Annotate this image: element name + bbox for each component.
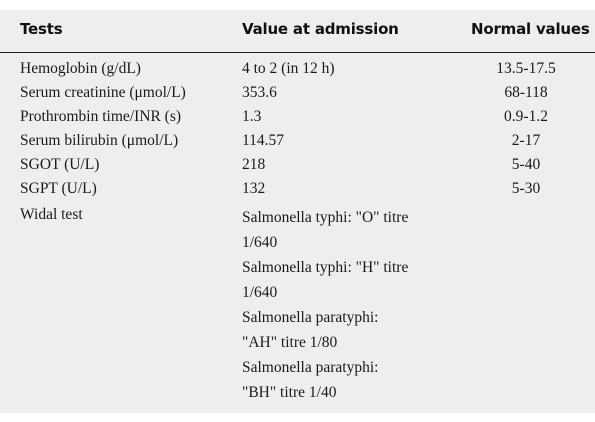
row-sgot-normal: 5-40: [511, 156, 541, 173]
row-sgot-value: 218: [242, 156, 266, 173]
widal-line: "AH" titre 1/80: [242, 334, 338, 351]
row-hemoglobin-value: 4 to 2 (in 12 h): [242, 60, 335, 77]
widal-line: "BH" titre 1/40: [242, 384, 337, 401]
row-sgpt-value: 132: [242, 180, 266, 197]
row-prothrombin-test: Prothrombin time/INR (s): [20, 108, 182, 125]
widal-line: Salmonella typhi: "H" titre: [242, 259, 409, 276]
row-prothrombin-value: 1.3: [242, 108, 262, 125]
header-value-at-admission: Value at admission: [242, 20, 399, 38]
row-hemoglobin-test: Hemoglobin (g/dL): [20, 60, 141, 77]
widal-line: Salmonella paratyphi:: [242, 359, 379, 376]
row-sgot-test: SGOT (U/L): [20, 156, 100, 173]
row-hemoglobin-normal: 13.5-17.5: [496, 60, 556, 77]
row-bilirubin-test: Serum bilirubin (μmol/L): [20, 132, 179, 149]
widal-line: Salmonella typhi: "O" titre: [242, 209, 409, 226]
row-prothrombin-normal: 0.9-1.2: [504, 108, 548, 125]
row-widal-value: Salmonella typhi: "O" titre 1/640 Salmon…: [242, 205, 408, 405]
row-creatinine-value: 353.6: [242, 84, 277, 101]
row-bilirubin-normal: 2-17: [511, 132, 541, 149]
row-widal-test: Widal test: [20, 206, 83, 223]
row-sgpt-normal: 5-30: [511, 180, 541, 197]
row-creatinine-test: Serum creatinine (μmol/L): [20, 84, 186, 101]
header-normal-values: Normal values: [471, 20, 590, 38]
row-bilirubin-value: 114.57: [242, 132, 285, 149]
widal-line: 1/640: [242, 234, 278, 251]
row-creatinine-normal: 68-118: [504, 84, 548, 101]
row-sgpt-test: SGPT (U/L): [20, 180, 97, 197]
table-header-row: Tests Value at admission Normal values: [0, 10, 595, 53]
header-tests: Tests: [20, 20, 63, 38]
lab-results-table: Tests Value at admission Normal values H…: [0, 10, 595, 413]
widal-line: 1/640: [242, 284, 278, 301]
widal-line: Salmonella paratyphi:: [242, 309, 379, 326]
